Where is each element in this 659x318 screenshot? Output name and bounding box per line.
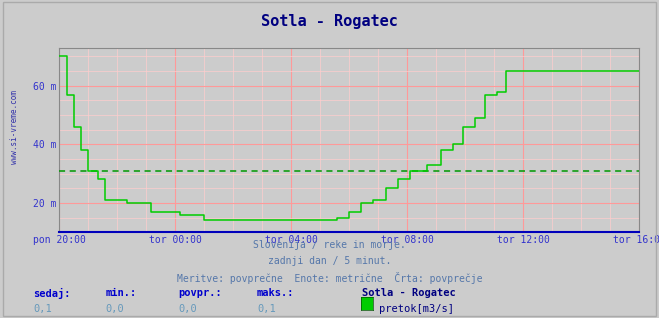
Text: pretok[m3/s]: pretok[m3/s] xyxy=(379,304,454,314)
Text: Slovenija / reke in morje.: Slovenija / reke in morje. xyxy=(253,240,406,250)
Text: zadnji dan / 5 minut.: zadnji dan / 5 minut. xyxy=(268,256,391,266)
Text: 0,0: 0,0 xyxy=(178,304,196,314)
Text: 0,1: 0,1 xyxy=(33,304,51,314)
Text: min.:: min.: xyxy=(105,288,136,298)
Text: povpr.:: povpr.: xyxy=(178,288,221,298)
Text: sedaj:: sedaj: xyxy=(33,288,71,299)
Text: Meritve: povprečne  Enote: metrične  Črta: povprečje: Meritve: povprečne Enote: metrične Črta:… xyxy=(177,272,482,284)
Text: Sotla - Rogatec: Sotla - Rogatec xyxy=(261,14,398,29)
Text: maks.:: maks.: xyxy=(257,288,295,298)
Text: 0,1: 0,1 xyxy=(257,304,275,314)
Text: Sotla - Rogatec: Sotla - Rogatec xyxy=(362,288,456,298)
Text: www.si-vreme.com: www.si-vreme.com xyxy=(10,90,19,164)
Text: 0,0: 0,0 xyxy=(105,304,124,314)
